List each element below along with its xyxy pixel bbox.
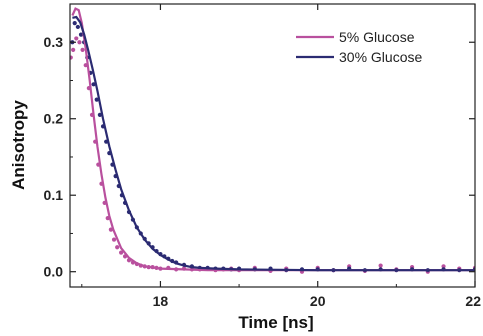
data-point-low-glucose — [111, 237, 117, 242]
y-tick-label: 0.0 — [44, 264, 64, 280]
legend-label: 5% Glucose — [339, 29, 415, 45]
data-point-low-glucose — [70, 55, 73, 60]
y-tick-label: 0.2 — [44, 111, 64, 127]
data-point-low-glucose — [71, 47, 76, 52]
plot-frame — [69, 3, 476, 288]
fit-line-high-glucose — [72, 15, 475, 272]
data-point-low-glucose — [115, 245, 120, 250]
data-point-low-glucose — [119, 250, 124, 255]
data-point-high-glucose — [72, 21, 77, 26]
fit-line-low-glucose — [71, 7, 475, 272]
data-point-low-glucose — [441, 264, 446, 269]
data-point-low-glucose — [77, 40, 82, 45]
data-point-high-glucose — [78, 32, 84, 37]
plot-area — [70, 7, 475, 274]
data-point-high-glucose — [94, 97, 99, 102]
data-point-low-glucose — [74, 36, 79, 41]
y-tick-label: 0.1 — [44, 187, 64, 203]
legend-label: 30% Glucose — [339, 49, 422, 65]
legend: 5% Glucose 30% Glucose — [296, 29, 422, 65]
data-point-low-glucose — [378, 263, 383, 268]
x-tick-label: 22 — [465, 293, 481, 309]
x-axis-title: Time [ns] — [238, 313, 313, 332]
data-point-low-glucose — [80, 47, 85, 52]
axes: 18 20 22 0.0 0.1 0.2 0.3 — [44, 3, 481, 309]
y-axis-title: Anisotropy — [9, 100, 28, 190]
y-tick-label: 0.3 — [44, 34, 64, 50]
x-tick-label: 18 — [153, 293, 169, 309]
x-tick-label: 20 — [310, 293, 326, 309]
data-point-high-glucose — [75, 24, 80, 30]
